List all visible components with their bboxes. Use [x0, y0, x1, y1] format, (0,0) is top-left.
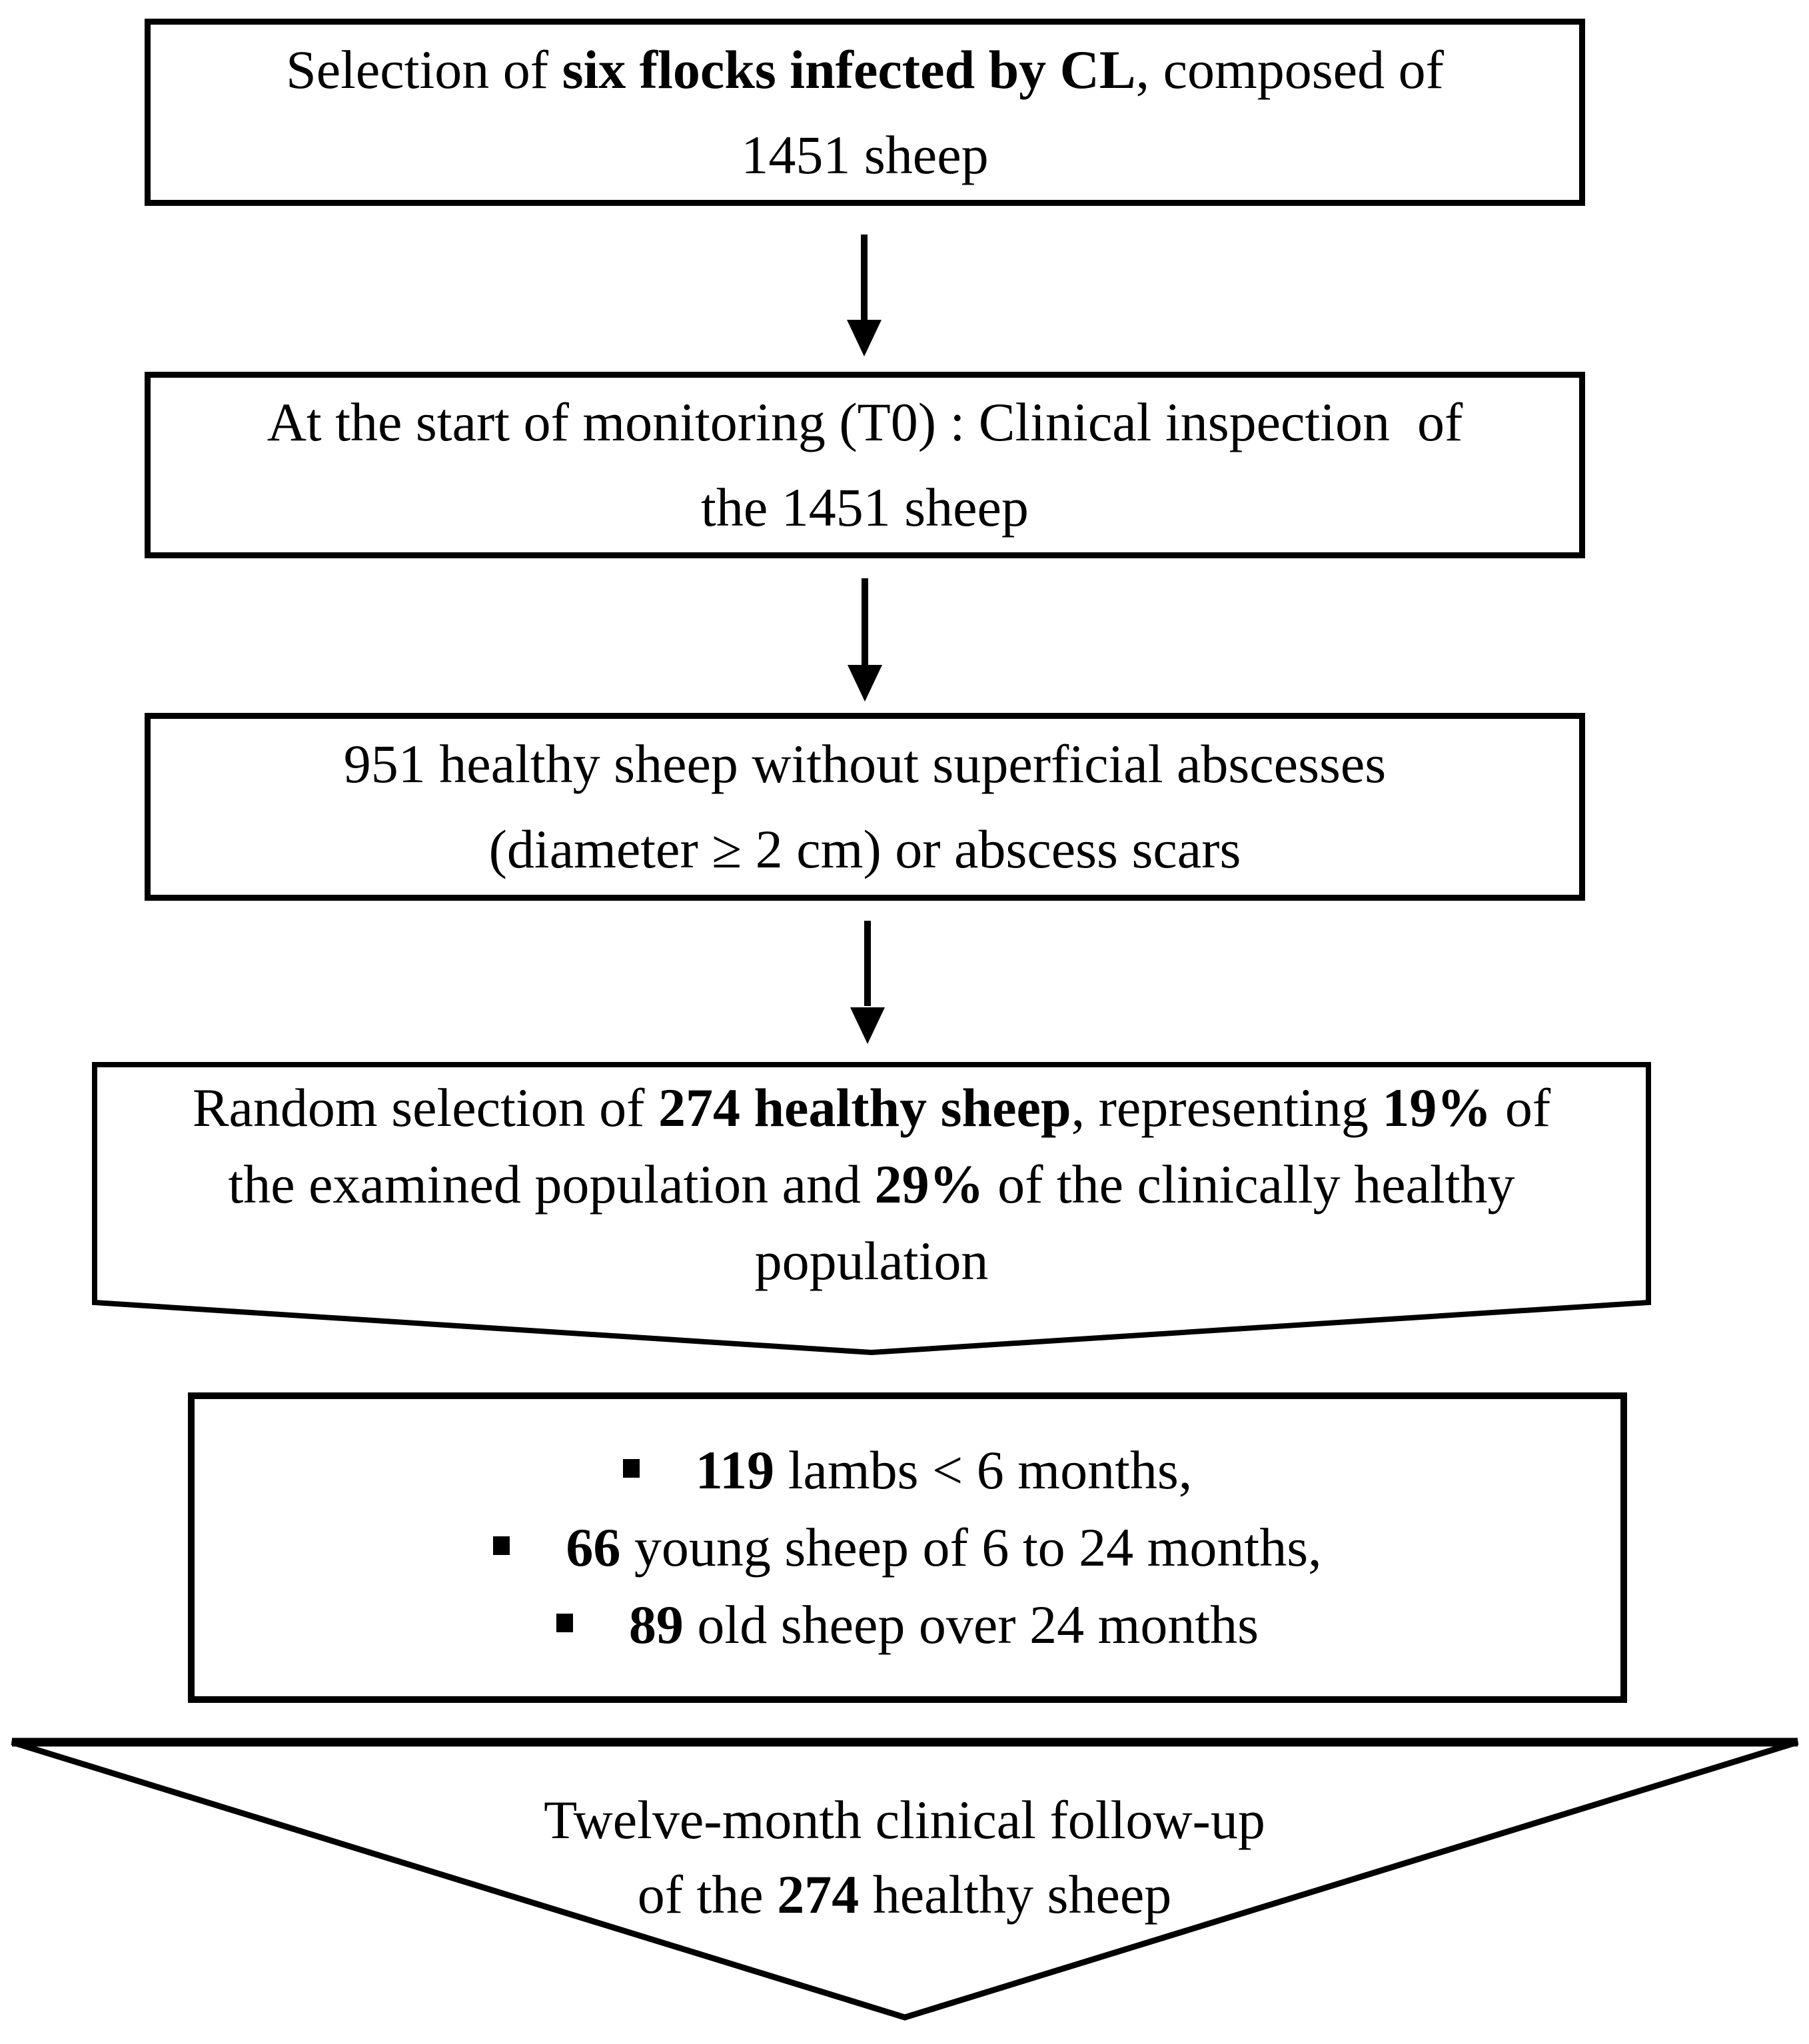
- text-segment: , composed of: [1135, 39, 1444, 100]
- age-group-item: 89 old sheep over 24 months: [556, 1586, 1259, 1664]
- text-segment: of the: [637, 1864, 778, 1925]
- arrow-down-icon: [850, 921, 885, 1044]
- arrow-down-icon: [847, 235, 882, 356]
- text-segment: the examined population and: [228, 1154, 875, 1215]
- age-group-label: lambs < 6 months,: [774, 1440, 1193, 1500]
- triangle-follow-up: Twelve-month clinical follow-up of the 2…: [0, 1783, 1809, 1932]
- text-line: the examined population and 29% of the c…: [228, 1146, 1514, 1223]
- age-group-item: 66 young sheep of 6 to 24 months,: [493, 1509, 1322, 1586]
- text-line: the 1451 sheep: [701, 465, 1029, 550]
- box-clinical-inspection: At the start of monitoring (T0) : Clinic…: [145, 372, 1585, 558]
- text-segment: healthy sheep: [859, 1864, 1172, 1925]
- text-segment-bold: 274 healthy sheep: [658, 1077, 1071, 1138]
- text-segment: , representing: [1071, 1077, 1383, 1138]
- text-line: population: [755, 1223, 989, 1299]
- text-line: Twelve-month clinical follow-up: [544, 1783, 1265, 1857]
- text-line: 1451 sheep: [741, 113, 988, 198]
- text-segment: 1451 sheep: [741, 124, 989, 185]
- text-segment: At the start of monitoring (T0) : Clinic…: [267, 392, 1463, 452]
- text-segment-bold: six flocks infected by CL: [562, 39, 1136, 100]
- age-group-count: 66: [566, 1517, 621, 1578]
- arrow-head: [850, 1007, 885, 1044]
- random-selection-banner-shape: [92, 1062, 1651, 1356]
- age-group-item: 119 lambs < 6 months,: [622, 1432, 1193, 1509]
- age-group-label: old sheep over 24 months: [683, 1594, 1259, 1655]
- arrow-shaft: [861, 235, 868, 320]
- text-line: Random selection of 274 healthy sheep, r…: [193, 1069, 1550, 1146]
- arrow-shaft: [864, 921, 871, 1006]
- age-group-label: young sheep of 6 to 24 months,: [620, 1517, 1322, 1578]
- text-segment: of: [1491, 1077, 1551, 1138]
- text-line: of the 274 healthy sheep: [638, 1857, 1172, 1932]
- text-segment: the 1451 sheep: [701, 477, 1029, 538]
- square-bullet-icon: [622, 1459, 640, 1478]
- text-segment-bold: 19%: [1382, 1077, 1492, 1138]
- text-segment-bold: 274: [777, 1864, 860, 1925]
- box-age-groups: 119 lambs < 6 months, 66 young sheep of …: [188, 1392, 1627, 1703]
- arrow-head: [847, 320, 882, 356]
- text-segment: 951 healthy sheep without superficial ab…: [343, 734, 1387, 794]
- text-segment: Twelve-month clinical follow-up: [544, 1789, 1265, 1850]
- box-healthy-sheep: 951 healthy sheep without superficial ab…: [145, 713, 1585, 901]
- text-segment: Random selection of: [192, 1077, 658, 1138]
- age-group-count: 119: [695, 1440, 775, 1500]
- text-segment-bold: 29%: [874, 1154, 984, 1215]
- text-line: Selection of six flocks infected by CL, …: [286, 27, 1444, 113]
- text-segment: of the clinically healthy: [983, 1154, 1515, 1215]
- text-segment: population: [754, 1231, 989, 1291]
- square-bullet-icon: [556, 1614, 573, 1632]
- arrow-head: [848, 665, 882, 702]
- text-segment: Selection of: [286, 39, 562, 100]
- arrow-down-icon: [848, 578, 882, 702]
- text-line: At the start of monitoring (T0) : Clinic…: [267, 380, 1463, 465]
- text-line: (diameter ≥ 2 cm) or abscess scars: [489, 807, 1241, 892]
- text-line: 951 healthy sheep without superficial ab…: [344, 722, 1386, 807]
- text-segment: (diameter ≥ 2 cm) or abscess scars: [488, 819, 1241, 879]
- box-flock-selection: Selection of six flocks infected by CL, …: [145, 19, 1585, 206]
- arrow-shaft: [862, 578, 868, 665]
- banner-random-selection: Random selection of 274 healthy sheep, r…: [100, 1066, 1643, 1302]
- square-bullet-icon: [493, 1536, 510, 1555]
- age-group-count: 89: [628, 1594, 684, 1655]
